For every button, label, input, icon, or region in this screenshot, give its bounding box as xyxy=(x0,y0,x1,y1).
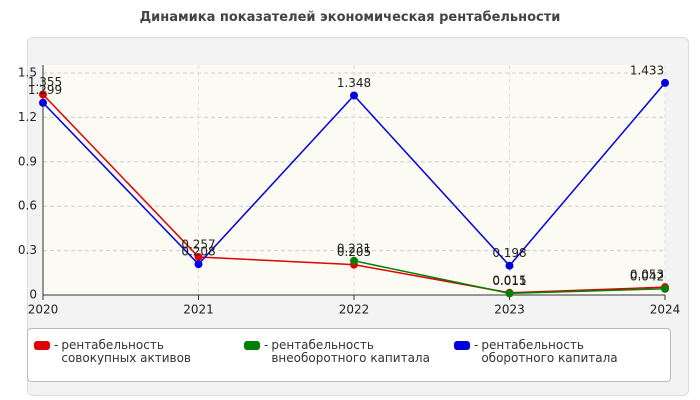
y-tick-label: 0.6 xyxy=(18,199,37,213)
legend: - рентабельность совокупных активов - рента… xyxy=(27,328,671,382)
data-label: 1.348 xyxy=(337,76,371,90)
data-point xyxy=(505,289,514,298)
data-point xyxy=(350,91,358,100)
data-label: 0.198 xyxy=(492,246,526,260)
legend-swatch xyxy=(244,341,260,350)
data-label: 1.299 xyxy=(28,83,62,97)
x-tick-label: 2023 xyxy=(494,303,525,317)
x-tick-label: 2020 xyxy=(28,303,59,317)
y-tick-label: 0 xyxy=(29,288,37,302)
data-point xyxy=(194,252,203,261)
legend-item: - рентабельность внеоборотного капитала xyxy=(244,339,454,381)
data-label: 0.231 xyxy=(337,241,371,255)
chart-title: Динамика показателей экономическая рента… xyxy=(139,10,561,25)
legend-dash: - xyxy=(264,338,269,352)
legend-label: рентабельность совокупных активов xyxy=(61,338,192,365)
data-label: 0.208 xyxy=(181,245,215,259)
x-tick-label: 2024 xyxy=(650,303,681,317)
data-point xyxy=(194,260,203,269)
data-point xyxy=(505,261,514,270)
legend-label: рентабельность внеоборотного капитала xyxy=(271,338,430,365)
y-tick-label: 1.2 xyxy=(18,110,37,124)
data-label: 0.257 xyxy=(181,237,215,251)
data-label: 0.042 xyxy=(630,269,664,283)
data-point xyxy=(661,78,669,87)
legend-swatch xyxy=(34,341,50,350)
data-label: 0.053 xyxy=(630,268,664,282)
data-point xyxy=(39,90,47,99)
data-label: 0.205 xyxy=(337,245,371,259)
data-label: 1.433 xyxy=(630,63,664,77)
data-point xyxy=(661,284,669,293)
legend-item: - рентабельность оборотного капитала xyxy=(454,339,664,381)
legend-label: рентабельность оборотного капитала xyxy=(481,338,618,365)
x-tick-label: 2021 xyxy=(183,303,214,317)
legend-swatch xyxy=(454,341,470,350)
data-label: 1.355 xyxy=(28,75,62,89)
legend-dash: - xyxy=(54,338,59,352)
legend-item: - рентабельность совокупных активов xyxy=(34,339,244,381)
legend-dash: - xyxy=(474,338,479,352)
data-label: 0.011 xyxy=(492,274,526,288)
y-tick-label: 0.9 xyxy=(18,154,37,168)
y-tick-label: 1.5 xyxy=(18,66,37,80)
data-label: 0.015 xyxy=(492,273,526,287)
data-point xyxy=(350,256,358,265)
y-tick-label: 0.3 xyxy=(18,243,37,257)
x-tick-label: 2022 xyxy=(339,303,370,317)
data-point xyxy=(39,98,47,107)
